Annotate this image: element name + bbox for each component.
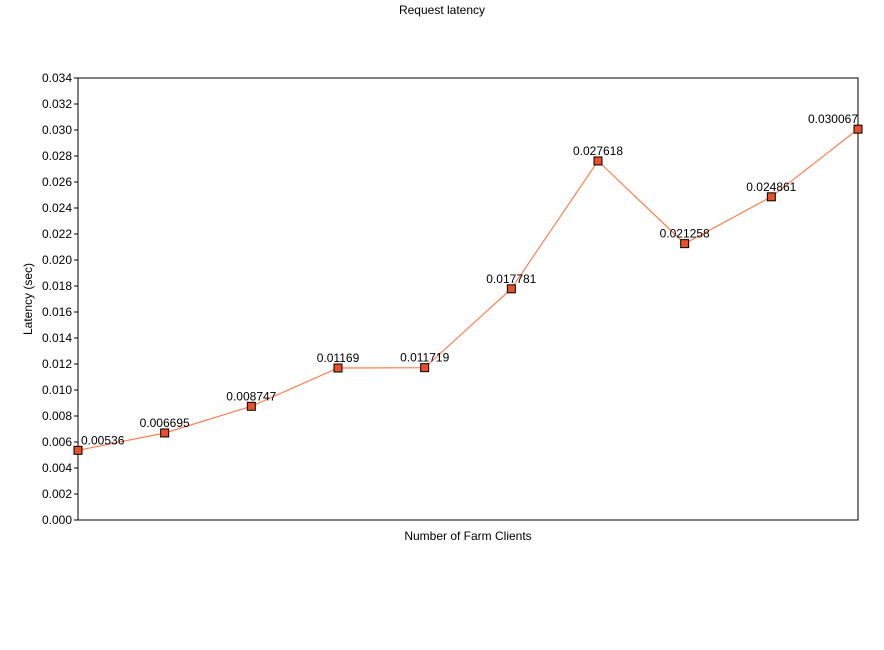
y-tick-label: 0.024: [42, 201, 72, 215]
data-label: 0.011719: [400, 351, 449, 365]
data-label: 0.00536: [81, 433, 125, 447]
series-line: [77, 128, 859, 451]
y-tick-label: 0.030: [42, 123, 72, 137]
series-latency: 0.00536 0.006695 0.008747 0.01169 0.011719 0.…: [73, 112, 863, 455]
data-label: 0.006695: [140, 416, 190, 430]
y-tick-label: 0.032: [42, 97, 72, 111]
data-point-marker: [766, 192, 776, 202]
y-tick-label: 0.022: [42, 227, 72, 241]
y-tick-label: 0.034: [42, 71, 72, 85]
data-point-marker: [680, 239, 690, 249]
y-tick-label: 0.014: [42, 331, 72, 345]
data-point-marker: [420, 363, 430, 373]
data-point-marker: [853, 124, 863, 134]
y-tick-label: 0.020: [42, 253, 72, 267]
data-label: 0.008747: [226, 389, 276, 403]
y-axis: 0.000 0.002 0.004 0.006 0.008 0.010 0.012 0.014…: [42, 71, 78, 527]
y-tick-label: 0.028: [42, 149, 72, 163]
data-point-marker: [160, 428, 170, 438]
data-point-marker: [246, 401, 256, 411]
data-point-marker: [506, 284, 516, 294]
data-point-marker: [333, 363, 343, 373]
y-tick-label: 0.000: [42, 513, 72, 527]
data-label: 0.027618: [573, 144, 623, 158]
y-tick-label: 0.008: [42, 409, 72, 423]
plot-area: [77, 77, 859, 521]
y-tick-label: 0.002: [42, 487, 72, 501]
chart-title: Request latency: [399, 3, 485, 17]
data-label: 0.017781: [486, 272, 536, 286]
data-point-marker: [593, 156, 603, 166]
y-tick-label: 0.016: [42, 305, 72, 319]
y-tick-label: 0.026: [42, 175, 72, 189]
y-tick-label: 0.010: [42, 383, 72, 397]
data-point-marker: [73, 445, 83, 455]
data-label: 0.030067: [808, 112, 858, 126]
y-tick-label: 0.004: [42, 461, 72, 475]
data-label: 0.021258: [660, 227, 710, 241]
x-axis-label: Number of Farm Clients: [404, 529, 531, 543]
data-label: 0.01169: [317, 351, 360, 365]
data-label: 0.024861: [746, 180, 796, 194]
y-axis-label: Latency (sec): [21, 263, 35, 335]
y-tick-label: 0.018: [42, 279, 72, 293]
y-tick-label: 0.012: [42, 357, 72, 371]
y-tick-label: 0.006: [42, 435, 72, 449]
